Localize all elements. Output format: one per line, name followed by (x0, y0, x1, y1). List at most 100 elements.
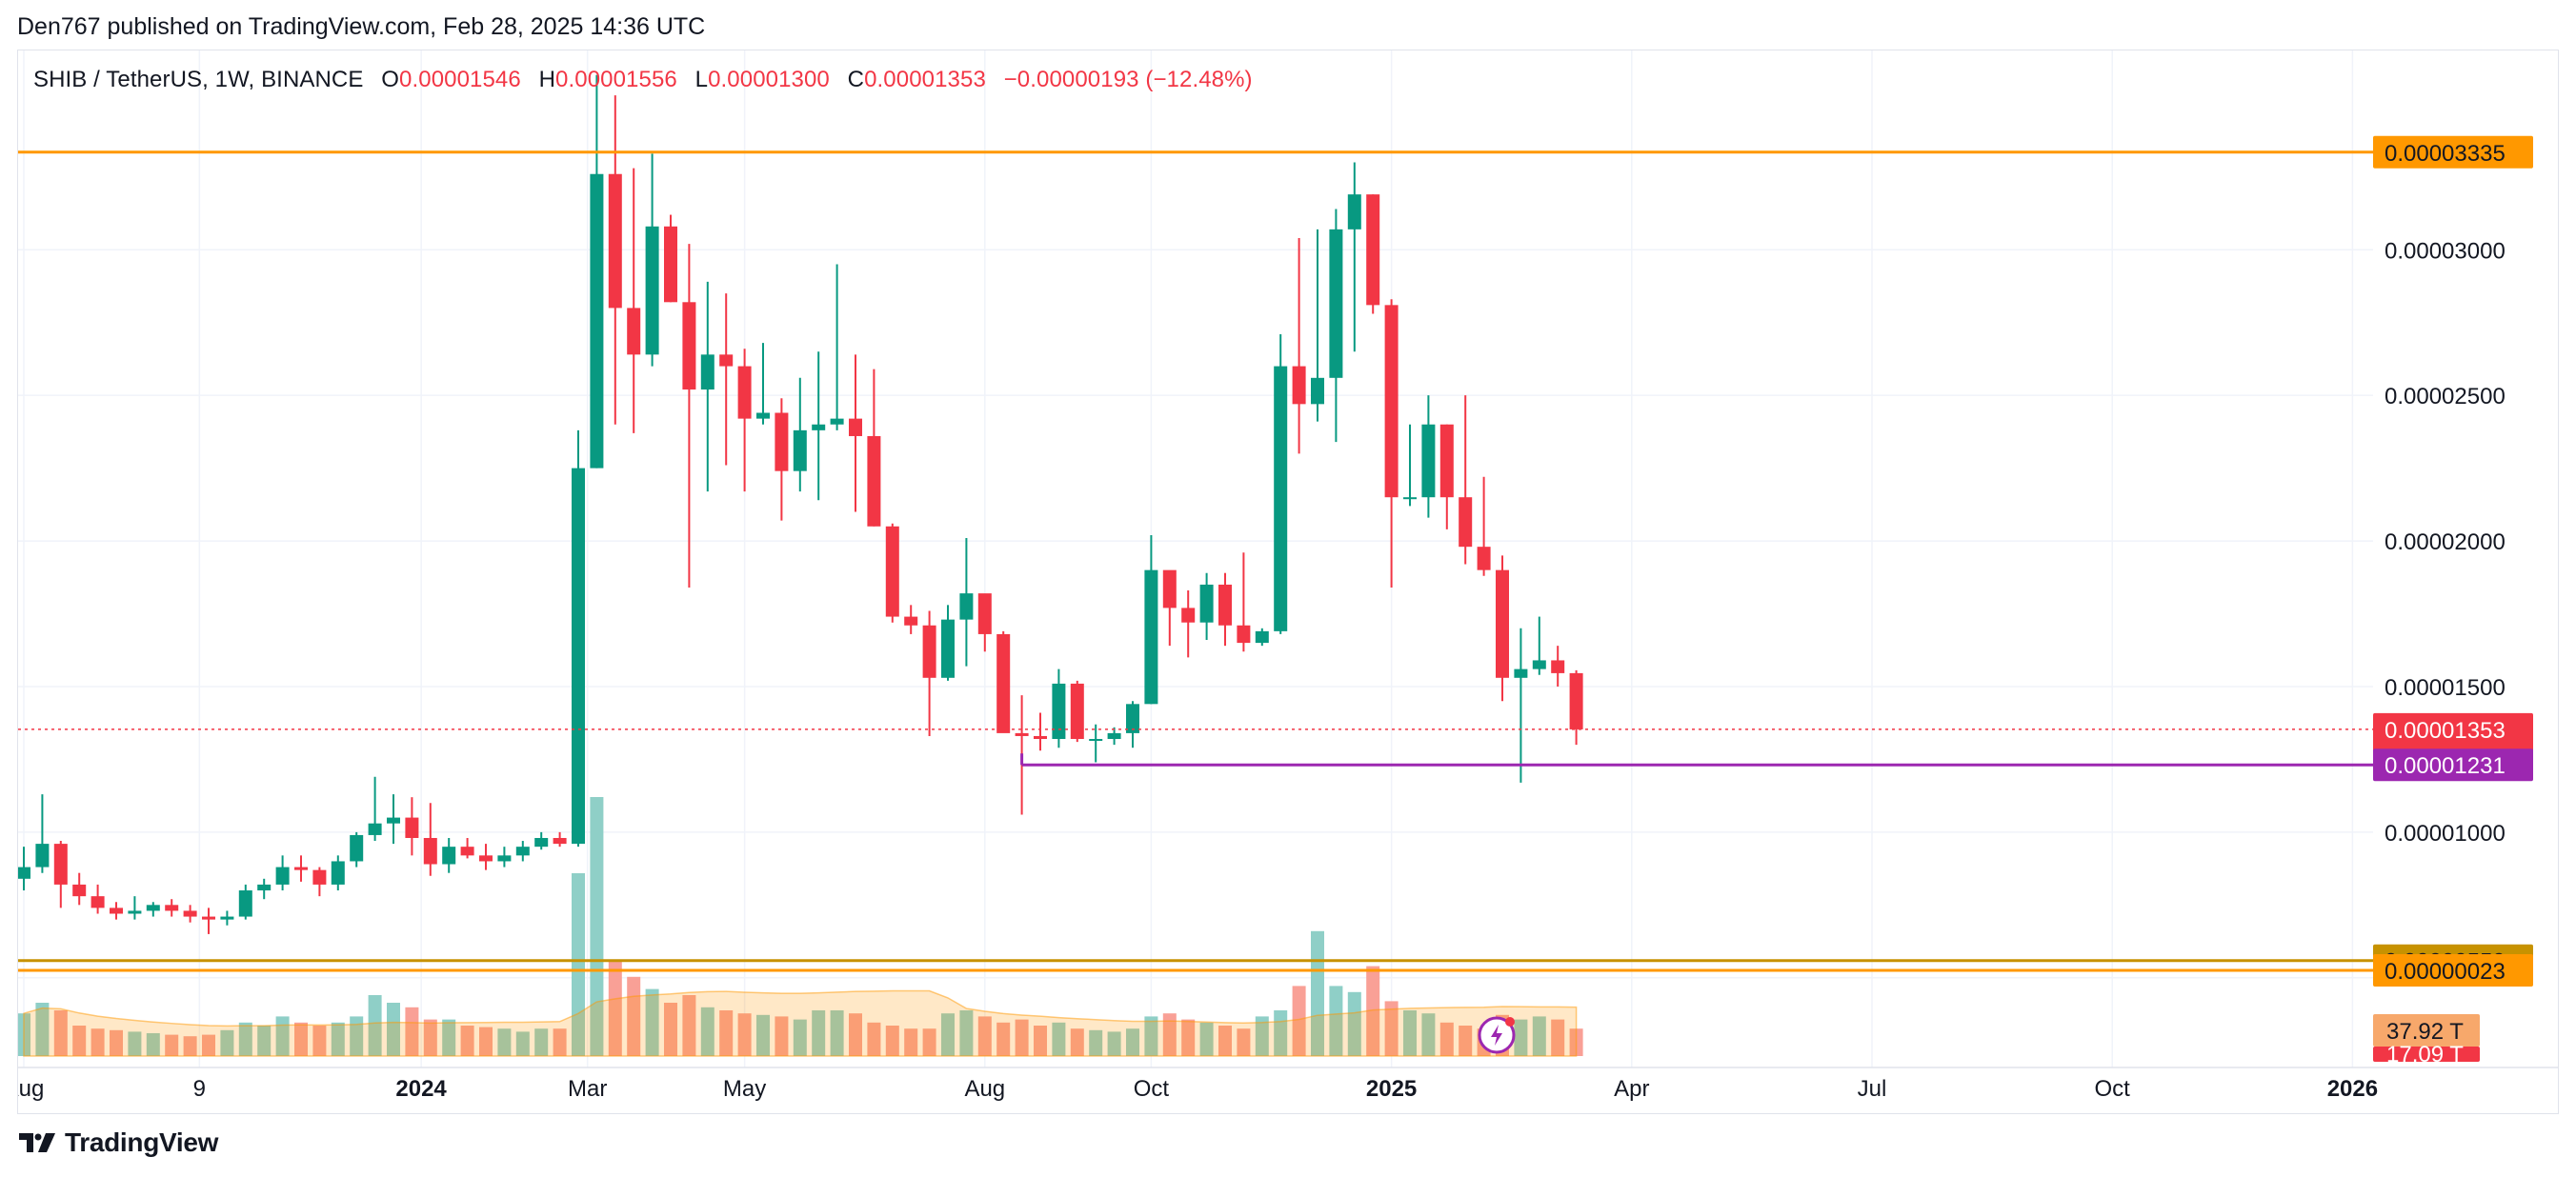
volume-ma-label-bg (2373, 1014, 2480, 1047)
chart-area[interactable]: 0.000005000.000010000.000015000.00002000… (17, 50, 2559, 1114)
volume-bar (1070, 1028, 1084, 1056)
candle-body (423, 837, 437, 865)
high-label: H (538, 67, 556, 92)
volume-bar (220, 1029, 234, 1056)
candle-body (220, 916, 234, 920)
candle-body (608, 173, 622, 309)
candle-body (1107, 732, 1121, 740)
candle-body (350, 834, 364, 862)
candle-body (515, 847, 530, 856)
volume-bar (1255, 1016, 1269, 1056)
candle-body (553, 837, 567, 845)
volume-bar (1311, 930, 1324, 1056)
candle-body (849, 418, 862, 436)
open-value: 0.00001546 (399, 67, 521, 92)
symbol-label[interactable]: SHIB / TetherUS, 1W, BINANCE (33, 67, 364, 92)
y-tick-label: 0.00003000 (2385, 238, 2506, 264)
volume-bar (1366, 966, 1380, 1056)
volume-bar (460, 1026, 474, 1056)
volume-bar (959, 1010, 974, 1056)
candle-body (1384, 305, 1399, 498)
candle-body (867, 435, 881, 527)
candle-body (812, 424, 826, 430)
volume-bar (904, 1028, 918, 1056)
volume-bar (645, 988, 659, 1056)
x-tick-label: May (723, 1076, 766, 1102)
volume-bar (867, 1022, 881, 1056)
candle-body (1089, 739, 1103, 742)
volume-bar (849, 1013, 862, 1056)
candle-body (202, 916, 215, 920)
volume-bar (572, 873, 585, 1056)
candle-body (885, 526, 899, 617)
candle-body (1070, 683, 1084, 740)
low-label: L (694, 67, 709, 92)
candle-body (904, 616, 918, 626)
candle-body (1569, 672, 1583, 729)
volume-bar (1551, 1019, 1565, 1056)
level-label-bottom-bg (2373, 954, 2533, 987)
level-label-purple: 0.00001231 (2385, 753, 2506, 779)
price-chart[interactable]: 0.000005000.000010000.000015000.00002000… (18, 50, 2558, 1113)
candle-body (1366, 194, 1380, 306)
volume-bar (1384, 1001, 1399, 1056)
volume-bar (700, 1007, 714, 1056)
close-value: 0.00001353 (864, 67, 986, 92)
volume-bar (1107, 1031, 1121, 1056)
volume-bar (1532, 1016, 1546, 1056)
candle-body (72, 884, 87, 897)
volume-bar (682, 995, 696, 1056)
candle-body (275, 867, 290, 885)
candle-body (830, 418, 844, 425)
volume-bar (737, 1013, 752, 1056)
volume-bar (183, 1036, 197, 1056)
volume-bar (146, 1033, 160, 1056)
volume-bar (1459, 1026, 1473, 1056)
volume-ma-label: 37.92 T (2386, 1019, 2464, 1045)
candle-body (664, 226, 677, 303)
volume-bar (442, 1019, 456, 1056)
volume-bar (35, 1003, 50, 1056)
x-tick-label: Aug (18, 1076, 44, 1102)
candle-body (1347, 194, 1361, 229)
x-tick-label: Apr (1614, 1076, 1649, 1102)
candle-body (959, 593, 974, 620)
candle-body (1126, 704, 1139, 733)
candle-body (497, 855, 512, 862)
candle-body (737, 366, 752, 419)
candle-body (1439, 424, 1454, 498)
candle-body (590, 173, 604, 469)
candle-body (312, 869, 327, 885)
volume-bar (128, 1031, 142, 1056)
volume-bar (257, 1026, 272, 1056)
candle-body (775, 412, 789, 471)
volume-bar (91, 1028, 105, 1056)
volume-bar (812, 1010, 826, 1056)
volume-bar (1347, 991, 1361, 1056)
tradingview-logo[interactable]: TradingView (19, 1127, 218, 1158)
volume-bar (294, 1022, 308, 1056)
candle-body (387, 817, 400, 824)
high-value: 0.00001556 (555, 67, 677, 92)
volume-label-mask (2373, 1062, 2558, 1071)
level-label-purple-bg (2373, 748, 2533, 782)
volume-bar (775, 1016, 789, 1056)
candle-body (165, 905, 179, 911)
candle-body (682, 302, 696, 390)
tradingview-logo-icon (19, 1133, 55, 1152)
candle-body (460, 847, 474, 856)
volume-bar (534, 1028, 549, 1056)
notification-dot (1505, 1017, 1515, 1027)
volume-bar (1034, 1026, 1047, 1056)
candle-body (719, 354, 734, 367)
volume-bar (941, 1013, 955, 1056)
candle-body (442, 847, 456, 865)
volume-bar (1218, 1026, 1232, 1056)
candle-body (1421, 424, 1436, 498)
candle-body (1403, 497, 1417, 500)
candle-body (941, 619, 955, 678)
y-tick-label: 0.00002500 (2385, 384, 2506, 409)
volume-bar (405, 1007, 419, 1056)
volume-bar (331, 1022, 345, 1056)
lightning-icon (1491, 1025, 1502, 1046)
